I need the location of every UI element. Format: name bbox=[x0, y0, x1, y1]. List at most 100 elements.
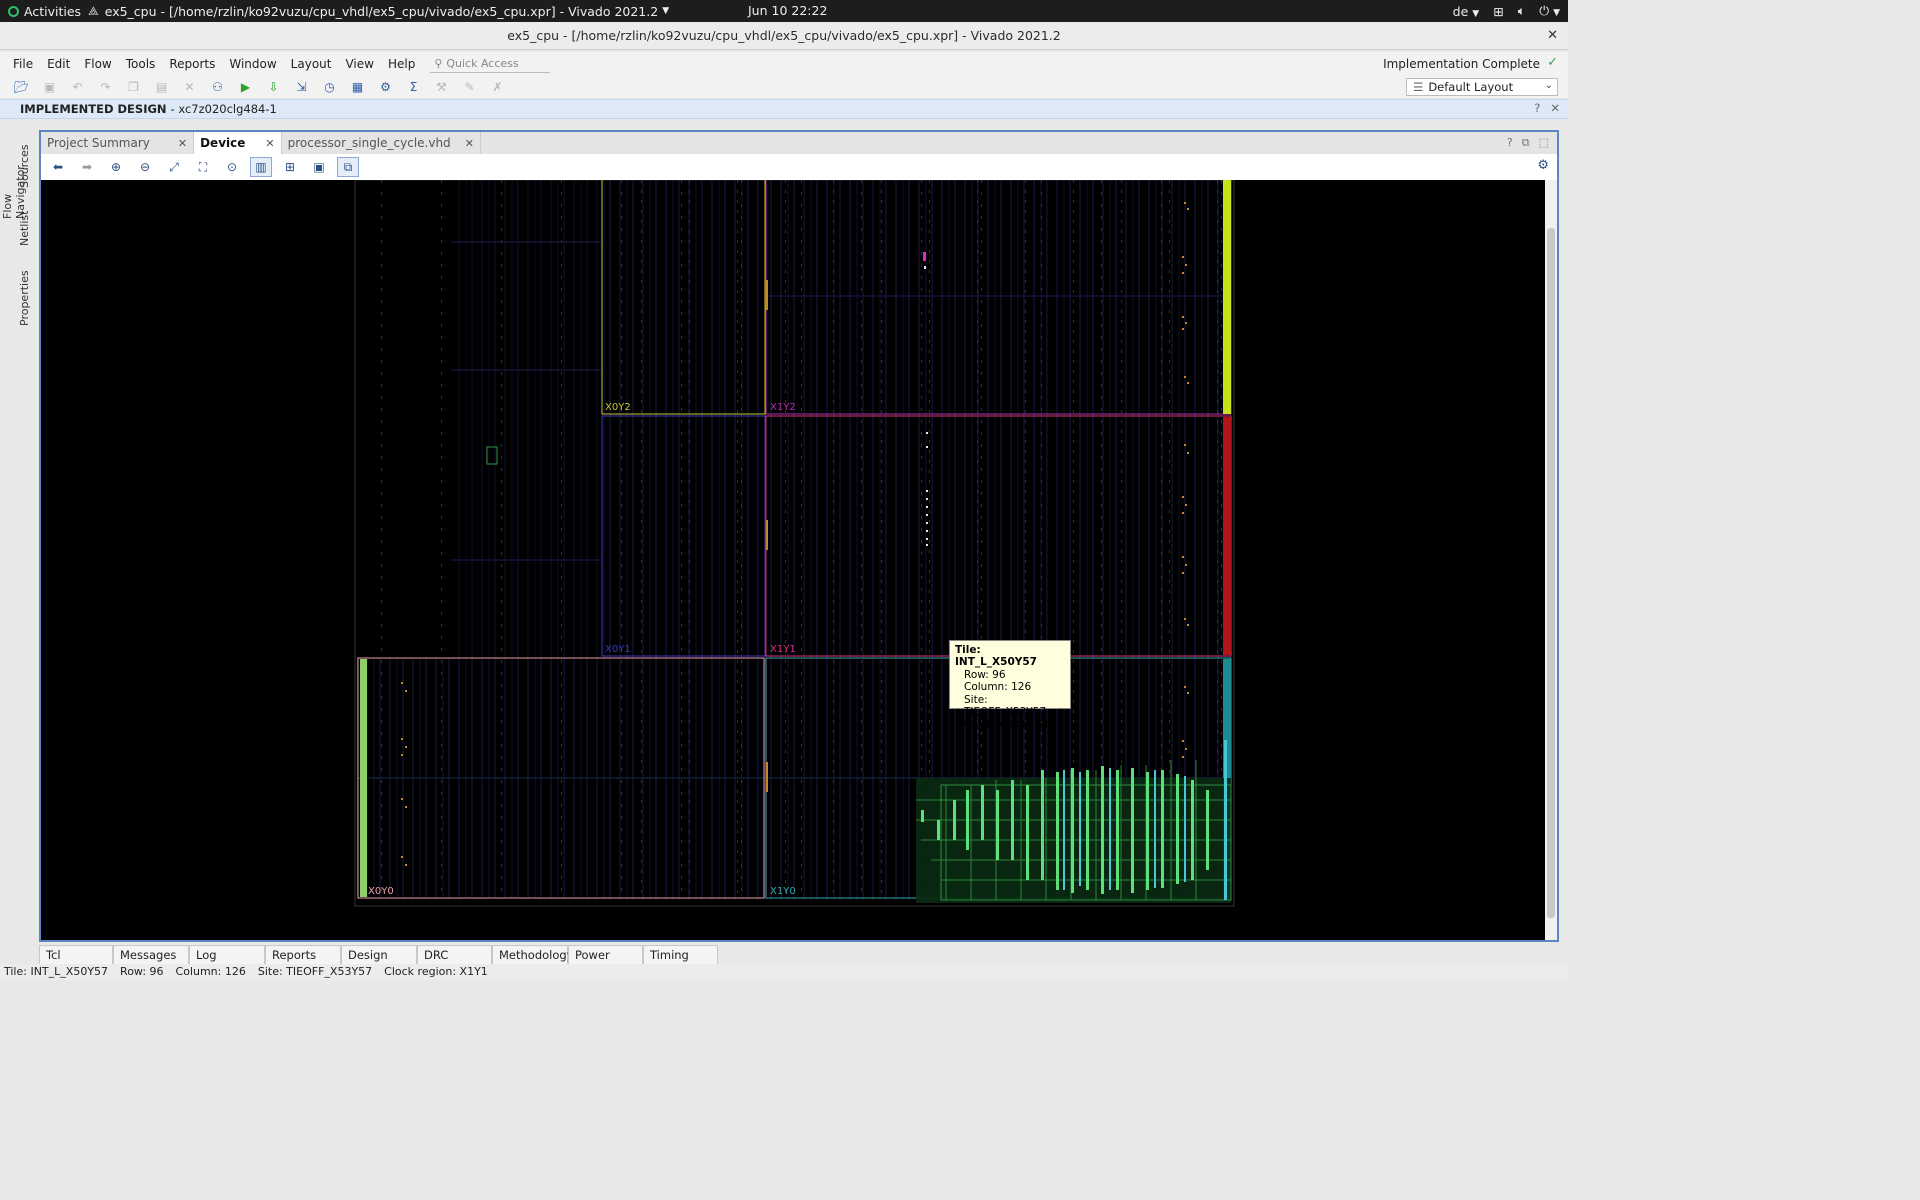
quick-access-search[interactable]: ⚲ Quick Access bbox=[430, 55, 551, 73]
window-close-button[interactable]: ✕ bbox=[1547, 28, 1558, 43]
sources-tab[interactable]: Sources bbox=[18, 144, 31, 188]
device-vertical-scrollbar[interactable] bbox=[1545, 180, 1557, 940]
find-icon[interactable]: ⚇ bbox=[212, 80, 223, 94]
io-markers bbox=[401, 202, 1189, 866]
menu-window[interactable]: Window bbox=[229, 57, 277, 71]
io-bank-bar-x1y2 bbox=[1223, 180, 1231, 414]
close-icon[interactable]: ✕ bbox=[265, 136, 275, 150]
clipboard-icon[interactable]: ▦ bbox=[351, 80, 364, 94]
menu-tools[interactable]: Tools bbox=[125, 57, 156, 71]
tab-methodology[interactable]: Methodology bbox=[492, 945, 574, 964]
clock-region-x0y2[interactable] bbox=[601, 180, 766, 415]
settings-gear-icon[interactable]: ⚙ bbox=[380, 80, 391, 94]
menu-view[interactable]: View bbox=[345, 57, 374, 71]
io-bank-bar-x0y0 bbox=[360, 659, 367, 897]
layout-list-icon: ☰ bbox=[1413, 80, 1424, 94]
save-icon[interactable]: ▣ bbox=[43, 80, 56, 94]
clock-region-x0y1[interactable] bbox=[601, 415, 766, 657]
menu-help[interactable]: Help bbox=[387, 57, 416, 71]
implementation-status: Implementation Complete bbox=[1383, 57, 1540, 71]
editor-tabs: Project Summary ✕ Device ✕ processor_sin… bbox=[41, 132, 1557, 154]
show-connectivity-icon[interactable]: ⧉ bbox=[337, 157, 359, 177]
open-hardware-icon[interactable]: ⇲ bbox=[296, 80, 307, 94]
open-project-icon[interactable]: 📂︎ bbox=[13, 80, 30, 94]
tab-processor-single-cycle[interactable]: processor_single_cycle.vhd ✕ bbox=[282, 132, 481, 154]
zoom-selection-icon[interactable]: ⛶ bbox=[198, 159, 208, 174]
tab-tcl-console[interactable]: Tcl Console bbox=[39, 945, 113, 980]
keyboard-layout[interactable]: de ▼ bbox=[1453, 4, 1480, 19]
chevron-down-icon: ▼ bbox=[1472, 8, 1480, 19]
device-toolbar: ⬅ ➡ ⊕ ⊖ ⤢ ⛶ ⊙ ▥ ⊞ ▣ ⧉ ⚙ bbox=[41, 154, 1557, 180]
redo-icon[interactable]: ↷ bbox=[100, 80, 111, 94]
sigma-report-icon[interactable]: Σ bbox=[409, 80, 418, 94]
auto-fit-icon[interactable]: ⊙ bbox=[226, 160, 238, 174]
device-settings-gear-icon[interactable]: ⚙ bbox=[1537, 158, 1549, 173]
clock-region-x0y0[interactable] bbox=[357, 657, 765, 899]
run-icon[interactable]: ▶ bbox=[240, 80, 251, 94]
design-part: - xc7z020clg484-1 bbox=[170, 102, 277, 116]
tooltip-row: Row: 96 bbox=[964, 668, 1006, 681]
flow-icon-disabled-1[interactable]: ⚒ bbox=[436, 80, 447, 94]
volume-icon: 🔈︎ bbox=[1517, 3, 1526, 18]
program-device-icon[interactable]: ⇩ bbox=[268, 80, 279, 94]
netlist-tab[interactable]: Netlist bbox=[18, 210, 31, 246]
status-tile: Tile: INT_L_X50Y57 bbox=[4, 965, 109, 978]
fpga-device-floorplan[interactable]: X0Y2 X1Y2 X0Y1 X1Y1 X0Y0 X1Y0 bbox=[41, 180, 1545, 940]
flow-icon-disabled-2[interactable]: ✎ bbox=[464, 80, 475, 94]
help-icon[interactable]: ? bbox=[1534, 101, 1541, 115]
system-clock[interactable]: Jun 10 22:22 bbox=[748, 3, 828, 18]
tooltip-clock-region: Clock region: X1Y1 bbox=[964, 718, 1063, 731]
show-selected-icon[interactable]: ▣ bbox=[313, 160, 325, 174]
close-icon[interactable]: ✕ bbox=[1550, 101, 1560, 115]
zoom-out-icon[interactable]: ⊖ bbox=[139, 160, 151, 174]
window-title: ex5_cpu - [/home/rzlin/ko92vuzu/cpu_vhdl… bbox=[507, 28, 1061, 43]
region-label-x1y1: X1Y1 bbox=[770, 644, 796, 655]
device-canvas[interactable]: X0Y2 X1Y2 X0Y1 X1Y1 X0Y0 X1Y0 bbox=[41, 180, 1545, 940]
close-icon[interactable]: ✕ bbox=[464, 136, 474, 150]
routing-resources-icon[interactable]: ▥ bbox=[250, 157, 272, 177]
scrollbar-thumb[interactable] bbox=[1547, 228, 1555, 918]
tab-device[interactable]: Device ✕ bbox=[194, 132, 282, 154]
tab-reports[interactable]: Reports bbox=[265, 945, 341, 964]
zoom-in-icon[interactable]: ⊕ bbox=[110, 160, 122, 174]
menu-edit[interactable]: Edit bbox=[47, 57, 71, 71]
region-label-x0y1: X0Y1 bbox=[605, 644, 631, 655]
zoom-fit-icon[interactable]: ⤢ bbox=[169, 159, 179, 174]
tooltip-column: Column: 126 bbox=[964, 681, 1032, 694]
paste-icon[interactable]: ▤ bbox=[155, 80, 168, 94]
delete-icon[interactable]: ✕ bbox=[184, 80, 195, 94]
create-pblock-icon[interactable]: ⊞ bbox=[284, 160, 296, 174]
app-menu[interactable]: ⟁ ex5_cpu - [/home/rzlin/ko92vuzu/cpu_vh… bbox=[88, 4, 669, 19]
tab-project-summary[interactable]: Project Summary ✕ bbox=[41, 132, 195, 154]
maximize-icon[interactable]: ⬚ bbox=[1538, 136, 1549, 149]
tab-design-runs[interactable]: Design Runs bbox=[341, 945, 417, 980]
undo-icon[interactable]: ↶ bbox=[72, 80, 83, 94]
back-arrow-icon[interactable]: ⬅ bbox=[52, 160, 64, 174]
restore-icon[interactable]: ⧉ bbox=[1521, 136, 1530, 149]
help-icon[interactable]: ? bbox=[1506, 136, 1513, 149]
menu-flow[interactable]: Flow bbox=[84, 57, 112, 71]
layout-selector-value: Default Layout bbox=[1428, 80, 1514, 94]
timer-icon[interactable]: ◷ bbox=[324, 80, 335, 94]
tab-timing[interactable]: Timing bbox=[643, 945, 718, 964]
copy-icon[interactable]: ❐ bbox=[128, 80, 139, 94]
layout-selector[interactable]: ☰ Default Layout ⌄ bbox=[1406, 78, 1558, 96]
properties-tab[interactable]: Properties bbox=[18, 270, 31, 326]
system-tray[interactable]: de ▼ ⊞ 🔈︎ ⏻ ▼ bbox=[1453, 3, 1560, 19]
tab-drc[interactable]: DRC bbox=[417, 945, 492, 964]
tab-power[interactable]: Power bbox=[568, 945, 643, 964]
menu-reports[interactable]: Reports bbox=[169, 57, 216, 71]
quick-access-placeholder: Quick Access bbox=[446, 57, 519, 70]
main-toolbar: 📂︎ ▣ ↶ ↷ ❐ ▤ ✕ ⚇ ▶ ⇩ ⇲ ◷ ▦ ⚙ Σ ⚒ ✎ ✗ bbox=[0, 76, 1568, 98]
forward-arrow-icon[interactable]: ➡ bbox=[81, 160, 93, 174]
tab-log[interactable]: Log bbox=[189, 945, 265, 964]
activities-button[interactable]: Activities bbox=[0, 4, 88, 19]
close-icon[interactable]: ✕ bbox=[177, 136, 188, 150]
menu-file[interactable]: File bbox=[13, 57, 34, 71]
flow-icon-disabled-3[interactable]: ✗ bbox=[492, 80, 503, 94]
tab-messages[interactable]: Messages bbox=[113, 945, 189, 964]
menu-layout[interactable]: Layout bbox=[290, 57, 332, 71]
device-view-panel: Project Summary ✕ Device ✕ processor_sin… bbox=[39, 130, 1559, 942]
chevron-down-icon: ⌄ bbox=[1544, 80, 1553, 91]
gnome-logo-icon bbox=[8, 5, 19, 17]
